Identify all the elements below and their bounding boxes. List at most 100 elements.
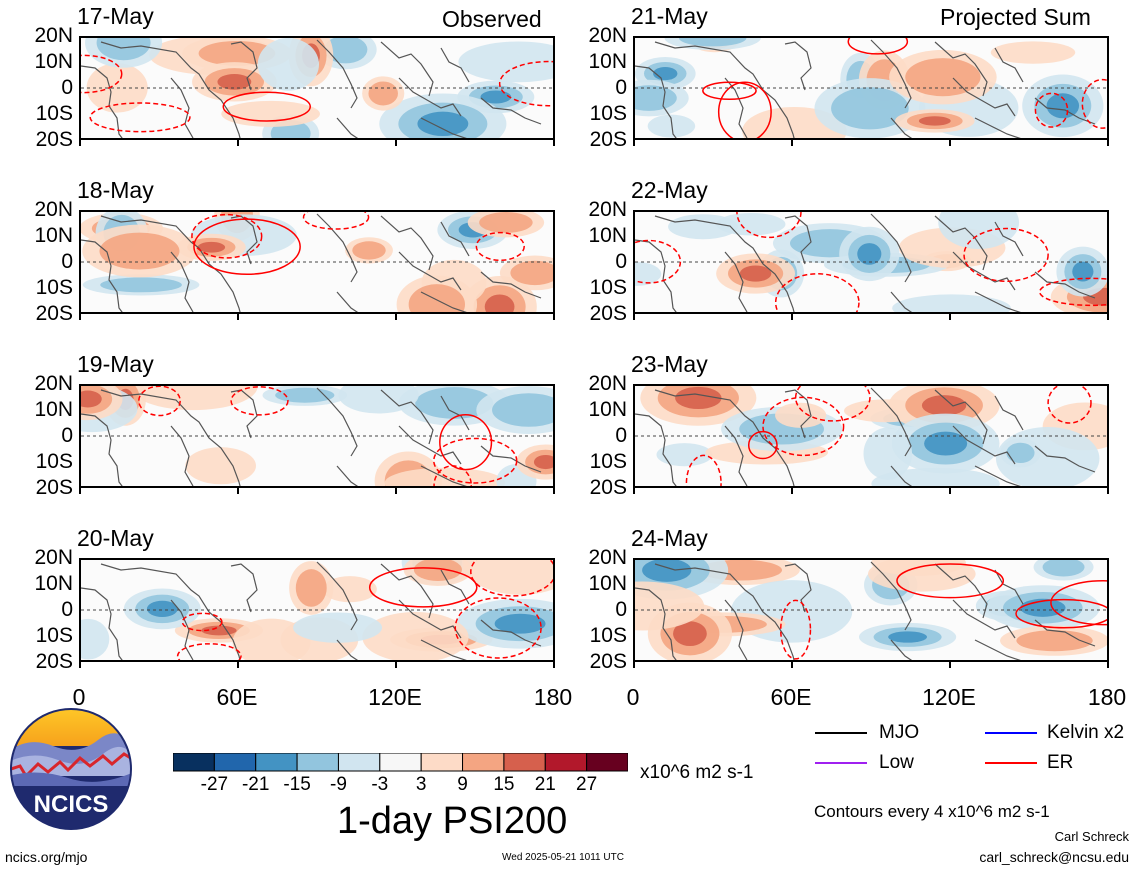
er-contour — [635, 239, 682, 284]
er-contour — [176, 643, 242, 660]
latitude-label: 20N — [588, 24, 627, 47]
latitude-label: 10S — [589, 276, 627, 299]
panel-date-label: 22-May — [631, 177, 708, 203]
longitude-label: 60E — [216, 684, 258, 710]
psi200-map-panel — [79, 36, 555, 140]
latitude-label: 10S — [35, 450, 73, 473]
anomaly-shading — [863, 427, 913, 480]
anomaly-shading — [324, 38, 368, 64]
longitude-tick — [553, 488, 555, 494]
er-contour — [454, 597, 542, 659]
coastline — [994, 47, 1024, 83]
map-canvas — [81, 560, 553, 660]
anomaly-shading — [868, 560, 976, 592]
anomaly-shading — [479, 212, 533, 233]
latitude-label: 10S — [35, 276, 73, 299]
coastline — [724, 251, 748, 312]
coastline — [635, 239, 677, 312]
anomaly-shading — [635, 85, 677, 111]
longitude-tick — [553, 662, 555, 668]
latitude-label: 0 — [615, 250, 627, 273]
er-contour — [181, 612, 223, 632]
site-url[interactable]: ncics.org/mjo — [5, 849, 88, 865]
coastline — [230, 563, 258, 613]
latitude-label: 20N — [34, 198, 73, 221]
coastline — [890, 291, 913, 312]
anomaly-shading — [338, 386, 419, 414]
coastline — [974, 117, 1021, 138]
colorbar-tick-label: 9 — [457, 774, 468, 795]
longitude-tick — [1107, 140, 1109, 146]
coastline — [480, 271, 542, 299]
coastline — [440, 221, 470, 257]
coastline — [952, 425, 1016, 465]
anomaly-shading — [668, 214, 738, 240]
colorbar-swatch — [379, 752, 422, 772]
er-contour — [470, 560, 553, 597]
anomaly-shading — [775, 402, 827, 428]
longitude-label: 180 — [533, 684, 573, 710]
anomaly-shading — [679, 38, 747, 47]
latitude-label: 0 — [615, 76, 627, 99]
psi200-map-panel — [633, 384, 1109, 488]
longitude-tick — [633, 662, 635, 668]
coastline — [230, 41, 258, 91]
anomaly-shading — [918, 116, 951, 126]
latitude-label: 10N — [588, 572, 627, 595]
anomaly-shading — [384, 467, 506, 486]
coastline — [480, 97, 542, 125]
er-contour — [774, 273, 860, 312]
psi200-map-panel — [79, 384, 555, 488]
er-contour — [794, 386, 871, 422]
anomaly-shading — [1072, 261, 1094, 282]
coastline — [890, 117, 913, 138]
latitude-label: 10S — [35, 624, 73, 647]
er-contour — [89, 102, 191, 133]
longitude-label: 120E — [368, 684, 422, 710]
longitude-tick — [949, 488, 951, 494]
coastline — [1034, 271, 1096, 299]
anomaly-shading — [275, 387, 335, 403]
coastline — [952, 599, 1016, 639]
anomaly-shading — [1006, 442, 1035, 464]
coastline — [635, 413, 677, 486]
longitude-tick — [79, 662, 81, 668]
author-email[interactable]: carl_schreck@ncsu.edu — [979, 849, 1129, 865]
coastline — [100, 563, 241, 660]
coastline — [398, 599, 462, 639]
coastline — [934, 41, 988, 97]
er-contour — [747, 430, 778, 460]
longitude-tick — [791, 662, 793, 668]
latitude-label: 20S — [35, 476, 73, 499]
coastline — [994, 569, 1024, 605]
longitude-tick — [949, 662, 951, 668]
latitude-label: 0 — [61, 76, 73, 99]
panel-date-label: 19-May — [77, 351, 154, 377]
coastline — [100, 215, 241, 312]
er-contour — [762, 396, 845, 457]
psi200-map-panel — [633, 210, 1109, 314]
longitude-tick — [791, 314, 793, 320]
colorbar-units: x10^6 m2 s-1 — [640, 762, 754, 783]
longitude-label: 60E — [770, 684, 812, 710]
coastline — [398, 251, 462, 291]
anomaly-shading — [100, 277, 182, 293]
er-contour — [1050, 580, 1107, 626]
latitude-label: 10S — [589, 102, 627, 125]
longitude-tick — [791, 140, 793, 146]
er-contour — [847, 38, 909, 55]
coastline — [784, 215, 812, 265]
latitude-label: 20S — [589, 302, 627, 325]
colorbar-tick-label: -9 — [330, 774, 347, 795]
anomaly-shading — [1016, 630, 1093, 652]
latitude-label: 0 — [61, 250, 73, 273]
longitude-tick — [1107, 488, 1109, 494]
latitude-label: 20S — [35, 128, 73, 151]
coastline — [654, 215, 795, 312]
er-contour — [963, 227, 1049, 283]
longitude-label: 120E — [922, 684, 976, 710]
coastline — [170, 77, 194, 138]
coastline — [934, 389, 988, 445]
anomaly-shading — [417, 111, 469, 136]
colorbar-swatch — [255, 752, 298, 772]
